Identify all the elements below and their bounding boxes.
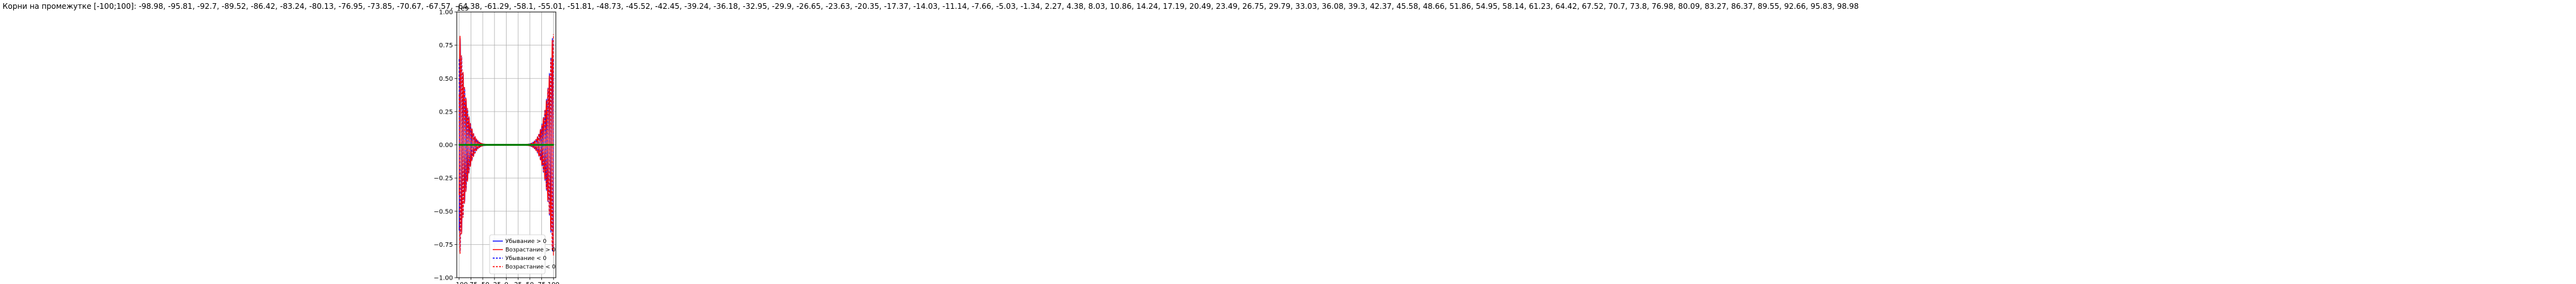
y-tick-label: 0.50 bbox=[439, 76, 453, 83]
root-point bbox=[531, 143, 534, 146]
root-point bbox=[469, 143, 471, 146]
root-point bbox=[497, 143, 500, 146]
root-point bbox=[513, 143, 515, 146]
x-tick-label: 100 bbox=[548, 281, 560, 284]
root-point bbox=[512, 143, 514, 146]
root-point bbox=[524, 143, 526, 146]
chart-title: Корни на промежутке [-100;100]: -98.98, … bbox=[3, 2, 1859, 11]
root-point bbox=[458, 143, 461, 146]
root-point bbox=[503, 143, 505, 146]
root-point bbox=[551, 143, 555, 146]
root-point bbox=[474, 143, 477, 146]
root-point bbox=[473, 143, 476, 146]
root-point bbox=[544, 143, 547, 146]
y-tick-label: 1.00 bbox=[439, 9, 453, 16]
root-point bbox=[507, 143, 510, 146]
root-point bbox=[504, 143, 507, 146]
y-tick-label: 0.75 bbox=[439, 42, 453, 49]
y-tick-label: −0.50 bbox=[433, 208, 453, 215]
legend-label: Убывание < 0 bbox=[505, 256, 546, 262]
x-tick-label: 75 bbox=[538, 281, 546, 284]
root-point bbox=[547, 143, 550, 146]
root-point bbox=[464, 143, 467, 146]
y-offset-label: 1e9 bbox=[457, 6, 469, 13]
root-point bbox=[526, 143, 529, 146]
x-axis: −100−75−50−250 25 50 75100 bbox=[450, 278, 560, 284]
root-point bbox=[534, 143, 536, 146]
x-tick-label: 25 bbox=[514, 281, 522, 284]
roots-layer bbox=[458, 143, 555, 146]
root-point bbox=[491, 143, 493, 146]
root-point bbox=[515, 143, 517, 146]
legend-label: Убывание > 0 bbox=[505, 239, 546, 245]
root-point bbox=[540, 143, 543, 146]
root-point bbox=[481, 143, 483, 146]
y-axis: −1.00 −0.75 −0.50 −0.25 0.00 0.25 0.50 0.75 1.00 bbox=[433, 9, 457, 282]
root-point bbox=[462, 143, 466, 146]
root-point bbox=[495, 143, 498, 146]
x-tick-label: −25 bbox=[488, 281, 501, 284]
root-point bbox=[488, 143, 491, 146]
root-point bbox=[485, 143, 488, 146]
root-point bbox=[482, 143, 485, 146]
root-point bbox=[537, 143, 539, 146]
root-point bbox=[490, 143, 492, 146]
root-point bbox=[470, 143, 473, 146]
root-point bbox=[546, 143, 548, 146]
y-tick-label: −0.25 bbox=[433, 175, 453, 182]
y-tick-label: 0.25 bbox=[439, 109, 453, 115]
root-point bbox=[536, 143, 538, 146]
root-point bbox=[461, 143, 464, 146]
root-point bbox=[543, 143, 545, 146]
root-point bbox=[516, 143, 519, 146]
root-point bbox=[467, 143, 470, 146]
y-tick-label: 0.00 bbox=[439, 142, 453, 149]
root-point bbox=[472, 143, 474, 146]
y-tick-label: −0.75 bbox=[433, 242, 453, 249]
root-point bbox=[528, 143, 531, 146]
root-point bbox=[478, 143, 480, 146]
legend: Убывание > 0 Возрастание > 0 Убывание < 0 В… bbox=[489, 234, 556, 275]
x-tick-label: −75 bbox=[464, 281, 478, 284]
root-point bbox=[541, 143, 544, 146]
root-point bbox=[529, 143, 532, 146]
root-point bbox=[525, 143, 527, 146]
root-point bbox=[517, 143, 520, 146]
root-point bbox=[486, 143, 489, 146]
root-point bbox=[549, 143, 551, 146]
root-point bbox=[510, 143, 513, 146]
x-tick-label: 50 bbox=[526, 281, 534, 284]
y-tick-label: −1.00 bbox=[433, 275, 453, 282]
root-point bbox=[494, 143, 497, 146]
root-point bbox=[519, 143, 522, 146]
x-tick-label: −50 bbox=[476, 281, 490, 284]
root-point bbox=[483, 143, 486, 146]
root-point bbox=[538, 143, 541, 146]
root-point bbox=[522, 143, 525, 146]
root-point bbox=[460, 143, 462, 146]
root-point bbox=[479, 143, 481, 146]
x-tick-label: 0 bbox=[504, 281, 508, 284]
legend-label: Возрастание < 0 bbox=[505, 264, 556, 271]
root-point bbox=[492, 143, 495, 146]
root-point bbox=[520, 143, 523, 146]
root-point bbox=[532, 143, 535, 146]
root-point bbox=[466, 143, 468, 146]
legend-box bbox=[489, 234, 546, 275]
root-point bbox=[500, 143, 502, 146]
root-point bbox=[476, 143, 479, 146]
root-point bbox=[550, 143, 553, 146]
legend-label: Возрастание > 0 bbox=[505, 247, 556, 254]
x-tick-label: −100 bbox=[450, 281, 468, 284]
